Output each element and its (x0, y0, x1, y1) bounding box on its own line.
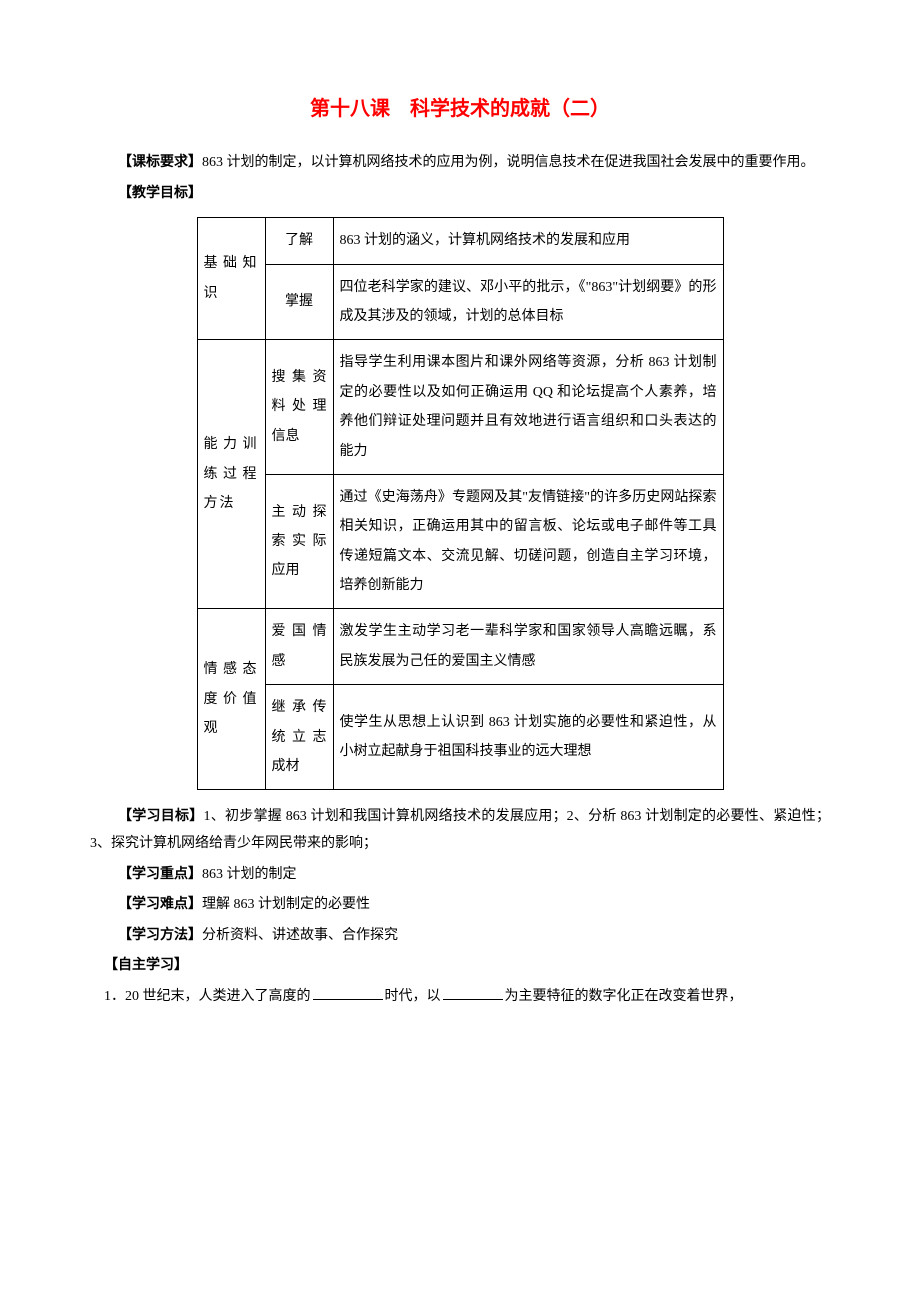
self-study-item-1: 1．20 世纪末，人类进入了高度的 时代，以 为主要特征的数字化正在改变着世界， (90, 984, 830, 1011)
cell-master-content: 四位老科学家的建议、邓小平的批示，《"863"计划纲要》的形成及其涉及的领域，计… (333, 264, 723, 340)
learning-method: 【学习方法】分析资料、讲述故事、合作探究 (90, 923, 830, 950)
self-study-1-suffix: 为主要特征的数字化正在改变着世界， (505, 989, 743, 1004)
cell-collect-info: 搜集资料处理信息 (265, 340, 333, 475)
table-row: 能力训练过程方法 搜集资料处理信息 指导学生利用课本图片和课外网络等资源，分析 … (197, 340, 723, 475)
table-row: 继承传统立志成材 使学生从思想上认识到 863 计划实施的必要性和紧迫性，从小树… (197, 685, 723, 790)
table-row: 主动探索实际应用 通过《史海荡舟》专题网及其"友情链接"的许多历史网站探索相关知… (197, 474, 723, 609)
learning-objective-label: 【学习目标】 (118, 809, 203, 824)
learning-focus-text: 863 计划的制定 (202, 867, 297, 882)
cell-understand: 了解 (265, 218, 333, 264)
learning-objective: 【学习目标】1、初步掌握 863 计划和我国计算机网络技术的发展应用；2、分析 … (90, 804, 830, 857)
learning-focus-label: 【学习重点】 (118, 867, 202, 882)
fill-blank[interactable] (313, 985, 383, 1000)
standard-requirement-label: 【课标要求】 (118, 155, 202, 170)
teaching-objective-label-row: 【教学目标】 (90, 181, 830, 208)
cell-understand-content: 863 计划的涵义，计算机网络技术的发展和应用 (333, 218, 723, 264)
self-study-label: 【自主学习】 (104, 958, 188, 973)
self-study-1-prefix: 1．20 世纪末，人类进入了高度的 (104, 989, 311, 1004)
learning-method-label: 【学习方法】 (118, 928, 202, 943)
cell-values: 情感态度价值观 (197, 609, 265, 790)
cell-master: 掌握 (265, 264, 333, 340)
table-row: 情感态度价值观 爱国情感 激发学生主动学习老一辈科学家和国家领导人高瞻远瞩，系民… (197, 609, 723, 685)
standard-requirement: 【课标要求】863 计划的制定，以计算机网络技术的应用为例，说明信息技术在促进我… (90, 150, 830, 177)
learning-difficulty: 【学习难点】理解 863 计划制定的必要性 (90, 892, 830, 919)
self-study-1-mid: 时代，以 (385, 989, 441, 1004)
learning-difficulty-label: 【学习难点】 (118, 897, 202, 912)
fill-blank[interactable] (443, 985, 503, 1000)
learning-focus: 【学习重点】863 计划的制定 (90, 862, 830, 889)
table-row: 掌握 四位老科学家的建议、邓小平的批示，《"863"计划纲要》的形成及其涉及的领… (197, 264, 723, 340)
lesson-title: 第十八课 科学技术的成就（二） (90, 90, 830, 128)
cell-patriotism-content: 激发学生主动学习老一辈科学家和国家领导人高瞻远瞩，系民族发展为己任的爱国主义情感 (333, 609, 723, 685)
cell-collect-info-content: 指导学生利用课本图片和课外网络等资源，分析 863 计划制定的必要性以及如何正确… (333, 340, 723, 475)
self-study-label-row: 【自主学习】 (90, 953, 830, 980)
teaching-objective-label: 【教学目标】 (118, 186, 202, 201)
cell-patriotism: 爱国情感 (265, 609, 333, 685)
cell-active-explore-content: 通过《史海荡舟》专题网及其"友情链接"的许多历史网站探索相关知识，正确运用其中的… (333, 474, 723, 609)
cell-inherit: 继承传统立志成材 (265, 685, 333, 790)
cell-inherit-content: 使学生从思想上认识到 863 计划实施的必要性和紧迫性，从小树立起献身于祖国科技… (333, 685, 723, 790)
learning-difficulty-text: 理解 863 计划制定的必要性 (202, 897, 370, 912)
cell-ability-training: 能力训练过程方法 (197, 340, 265, 609)
table-row: 基础知识 了解 863 计划的涵义，计算机网络技术的发展和应用 (197, 218, 723, 264)
objectives-table: 基础知识 了解 863 计划的涵义，计算机网络技术的发展和应用 掌握 四位老科学… (197, 217, 724, 790)
cell-basic-knowledge: 基础知识 (197, 218, 265, 340)
cell-active-explore: 主动探索实际应用 (265, 474, 333, 609)
standard-requirement-text: 863 计划的制定，以计算机网络技术的应用为例，说明信息技术在促进我国社会发展中… (202, 155, 815, 170)
learning-method-text: 分析资料、讲述故事、合作探究 (202, 928, 398, 943)
